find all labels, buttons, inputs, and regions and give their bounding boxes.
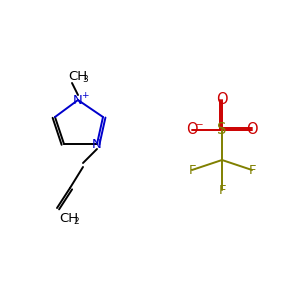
Text: CH: CH	[68, 70, 87, 83]
Text: O: O	[186, 122, 198, 137]
Text: 2: 2	[73, 217, 79, 226]
Text: F: F	[188, 164, 196, 176]
Text: N: N	[92, 137, 102, 151]
Text: O: O	[246, 122, 258, 137]
Text: F: F	[218, 184, 226, 196]
Text: O: O	[216, 92, 228, 107]
Text: −: −	[195, 119, 203, 128]
Text: S: S	[217, 122, 227, 137]
Text: F: F	[248, 164, 256, 176]
Text: 3: 3	[82, 76, 88, 85]
Text: N: N	[73, 94, 83, 106]
Text: CH: CH	[59, 212, 78, 224]
Text: +: +	[81, 91, 89, 100]
